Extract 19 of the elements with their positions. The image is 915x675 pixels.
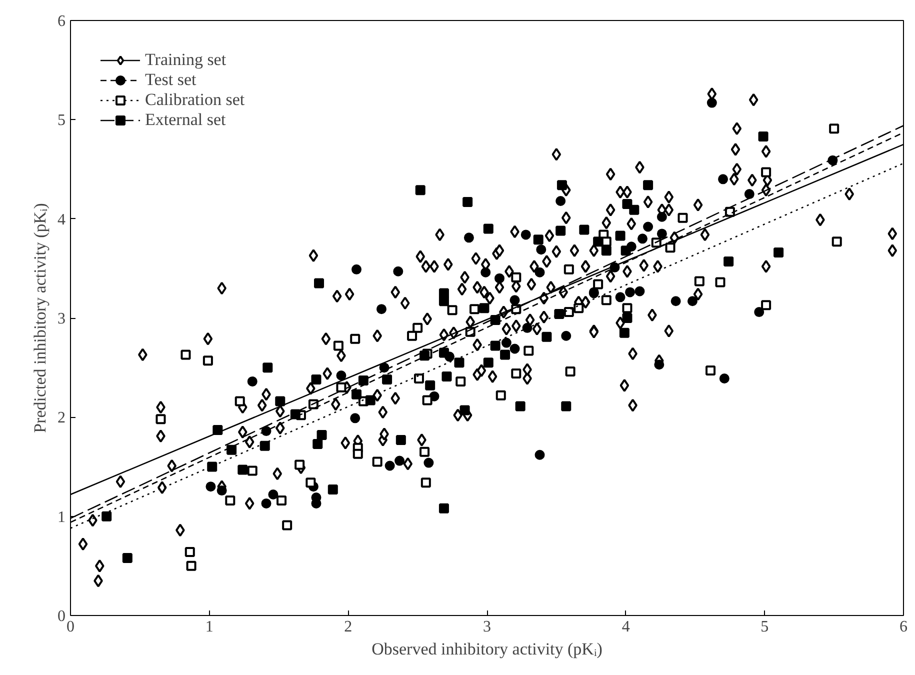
y-tick-label: 0	[58, 608, 66, 625]
x-tick-label: 3	[483, 618, 491, 636]
legend-label: External set	[145, 110, 226, 130]
x-tick-label: 5	[760, 618, 769, 636]
legend-label: Test set	[145, 70, 196, 90]
legend-label: Calibration set	[145, 90, 245, 110]
x-tick-label: 1	[205, 618, 214, 636]
y-tick-label: 4	[58, 211, 66, 228]
y-tick-label: 1	[58, 508, 66, 526]
x-tick-label: 6	[900, 618, 908, 636]
y-axis-title: Predicted inhibitory activity (pKᵢ)	[30, 203, 50, 433]
x-tick-label: 4	[622, 618, 630, 636]
y-tick-label: 3	[58, 310, 66, 328]
x-axis-title: Observed inhibitory activity (pKᵢ)	[372, 640, 602, 658]
y-tick-label: 6	[58, 13, 66, 30]
y-tick-label: 2	[58, 410, 66, 427]
y-tick-label: 5	[58, 112, 66, 130]
legend-label: Training set	[145, 50, 226, 70]
x-tick-label: 2	[344, 618, 352, 636]
